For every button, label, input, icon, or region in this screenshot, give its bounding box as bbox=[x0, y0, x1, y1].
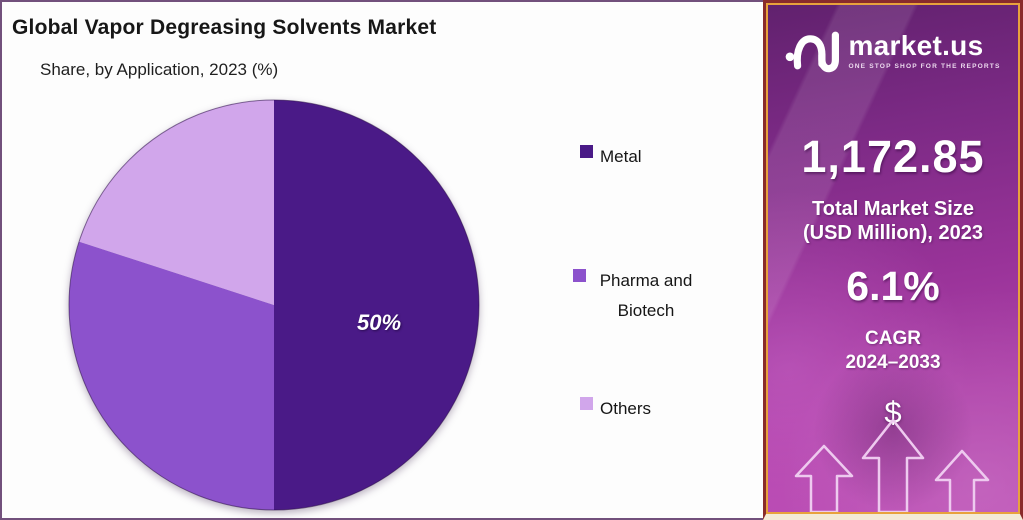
legend-swatch-metal-icon bbox=[580, 145, 593, 158]
chart-panel: Global Vapor Degreasing Solvents Market … bbox=[0, 0, 763, 520]
dollar-icon: $ bbox=[884, 395, 902, 430]
pie-outline bbox=[68, 99, 480, 511]
legend-item-others: Others bbox=[580, 394, 651, 424]
pie-slice-data-label: 50% bbox=[356, 310, 402, 335]
cagr-label: CAGR 2024–2033 bbox=[845, 328, 941, 373]
brand-logo: market.us ONE STOP SHOP FOR THE REPORTS bbox=[768, 27, 1018, 74]
brand-name: market.us bbox=[848, 29, 984, 61]
chart-title: Global Vapor Degreasing Solvents Market bbox=[12, 16, 437, 39]
legend-item-pharma-and-biotech: Pharma and Biotech bbox=[573, 266, 699, 326]
pie-chart bbox=[68, 99, 480, 511]
brand-text: market.us ONE STOP SHOP FOR THE REPORTS bbox=[848, 29, 1001, 70]
legend-label-metal: Metal bbox=[600, 147, 642, 166]
pie-slice-0 bbox=[274, 100, 479, 510]
legend-item-metal: Metal bbox=[580, 142, 642, 172]
legend-swatch-others-icon bbox=[580, 397, 593, 410]
legend-label-others: Others bbox=[600, 399, 652, 418]
growth-arrows-icon bbox=[794, 418, 990, 512]
brand-sidebar: market.us ONE STOP SHOP FOR THE REPORTS … bbox=[763, 0, 1023, 520]
chart-subtitle: Share, by Application, 2023 (%) bbox=[40, 60, 279, 79]
pie-slice-2 bbox=[79, 100, 274, 305]
brand-tagline: ONE STOP SHOP FOR THE REPORTS bbox=[848, 62, 1001, 70]
pie-slice-1 bbox=[68, 241, 274, 510]
legend-swatch-pharma-icon bbox=[573, 269, 586, 282]
market-size-label: Total Market Size (USD Million), 2023 bbox=[802, 198, 984, 245]
brand-sidebar-panel: market.us ONE STOP SHOP FOR THE REPORTS … bbox=[766, 3, 1020, 514]
cagr-value: 6.1% bbox=[846, 263, 940, 309]
market-size-value: 1,172.85 bbox=[801, 131, 985, 182]
pie-chart-container bbox=[67, 98, 481, 512]
legend-label-pharma-and-biotech: Pharma and Biotech bbox=[599, 271, 693, 320]
legend: Metal Pharma and Biotech Others bbox=[573, 2, 750, 520]
marketus-logo-icon bbox=[786, 31, 840, 73]
